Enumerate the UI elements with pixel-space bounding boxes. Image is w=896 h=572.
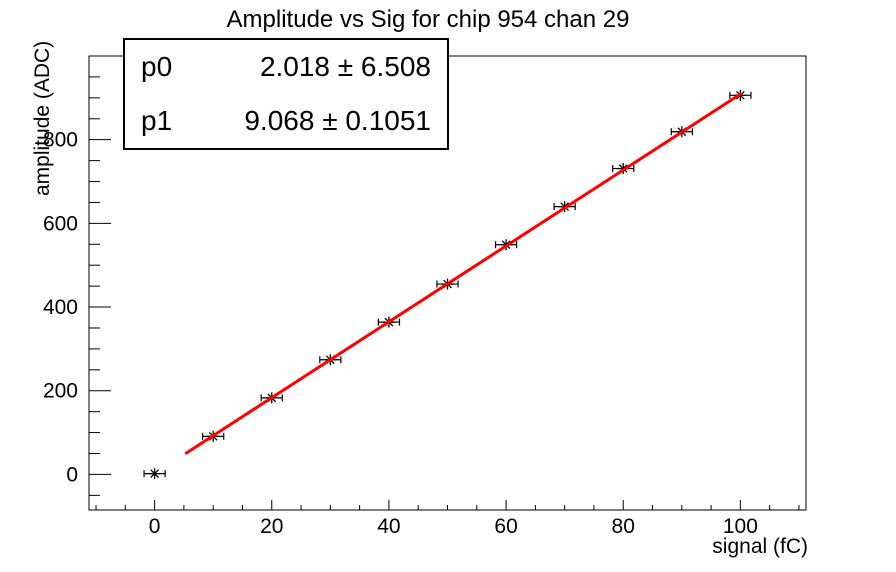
stats-box: p0 2.018 ± 6.508 p1 9.068 ± 0.1051 <box>123 38 449 150</box>
x-axis-title: signal (fC) <box>712 535 808 558</box>
stat-value: 9.068 ± 0.1051 <box>244 105 431 136</box>
stat-value: 2.018 ± 6.508 <box>259 51 431 82</box>
stats-row: p1 9.068 ± 0.1051 <box>125 107 447 135</box>
chart-title: Amplitude vs Sig for chip 954 chan 29 <box>226 6 630 33</box>
y-tick-label: 0 <box>66 463 78 486</box>
y-tick-label: 600 <box>43 212 78 235</box>
stats-row: p0 2.018 ± 6.508 <box>125 53 447 81</box>
x-tick-label: 100 <box>723 515 758 538</box>
x-tick-label: 40 <box>377 515 400 538</box>
x-tick-label: 20 <box>260 515 283 538</box>
stat-name: p1 <box>141 105 173 136</box>
data-point <box>143 468 166 480</box>
y-tick-label: 200 <box>43 380 78 403</box>
x-tick-label: 60 <box>494 515 517 538</box>
y-tick-label: 800 <box>43 129 78 152</box>
x-tick-label: 0 <box>149 515 161 538</box>
marker-spoke <box>150 469 159 478</box>
stat-name: p0 <box>141 51 173 82</box>
fit-line <box>184 92 742 455</box>
y-axis-title: amplitude (ADC) <box>31 40 54 196</box>
x-tick-label: 80 <box>612 515 635 538</box>
y-tick-label: 400 <box>43 296 78 319</box>
